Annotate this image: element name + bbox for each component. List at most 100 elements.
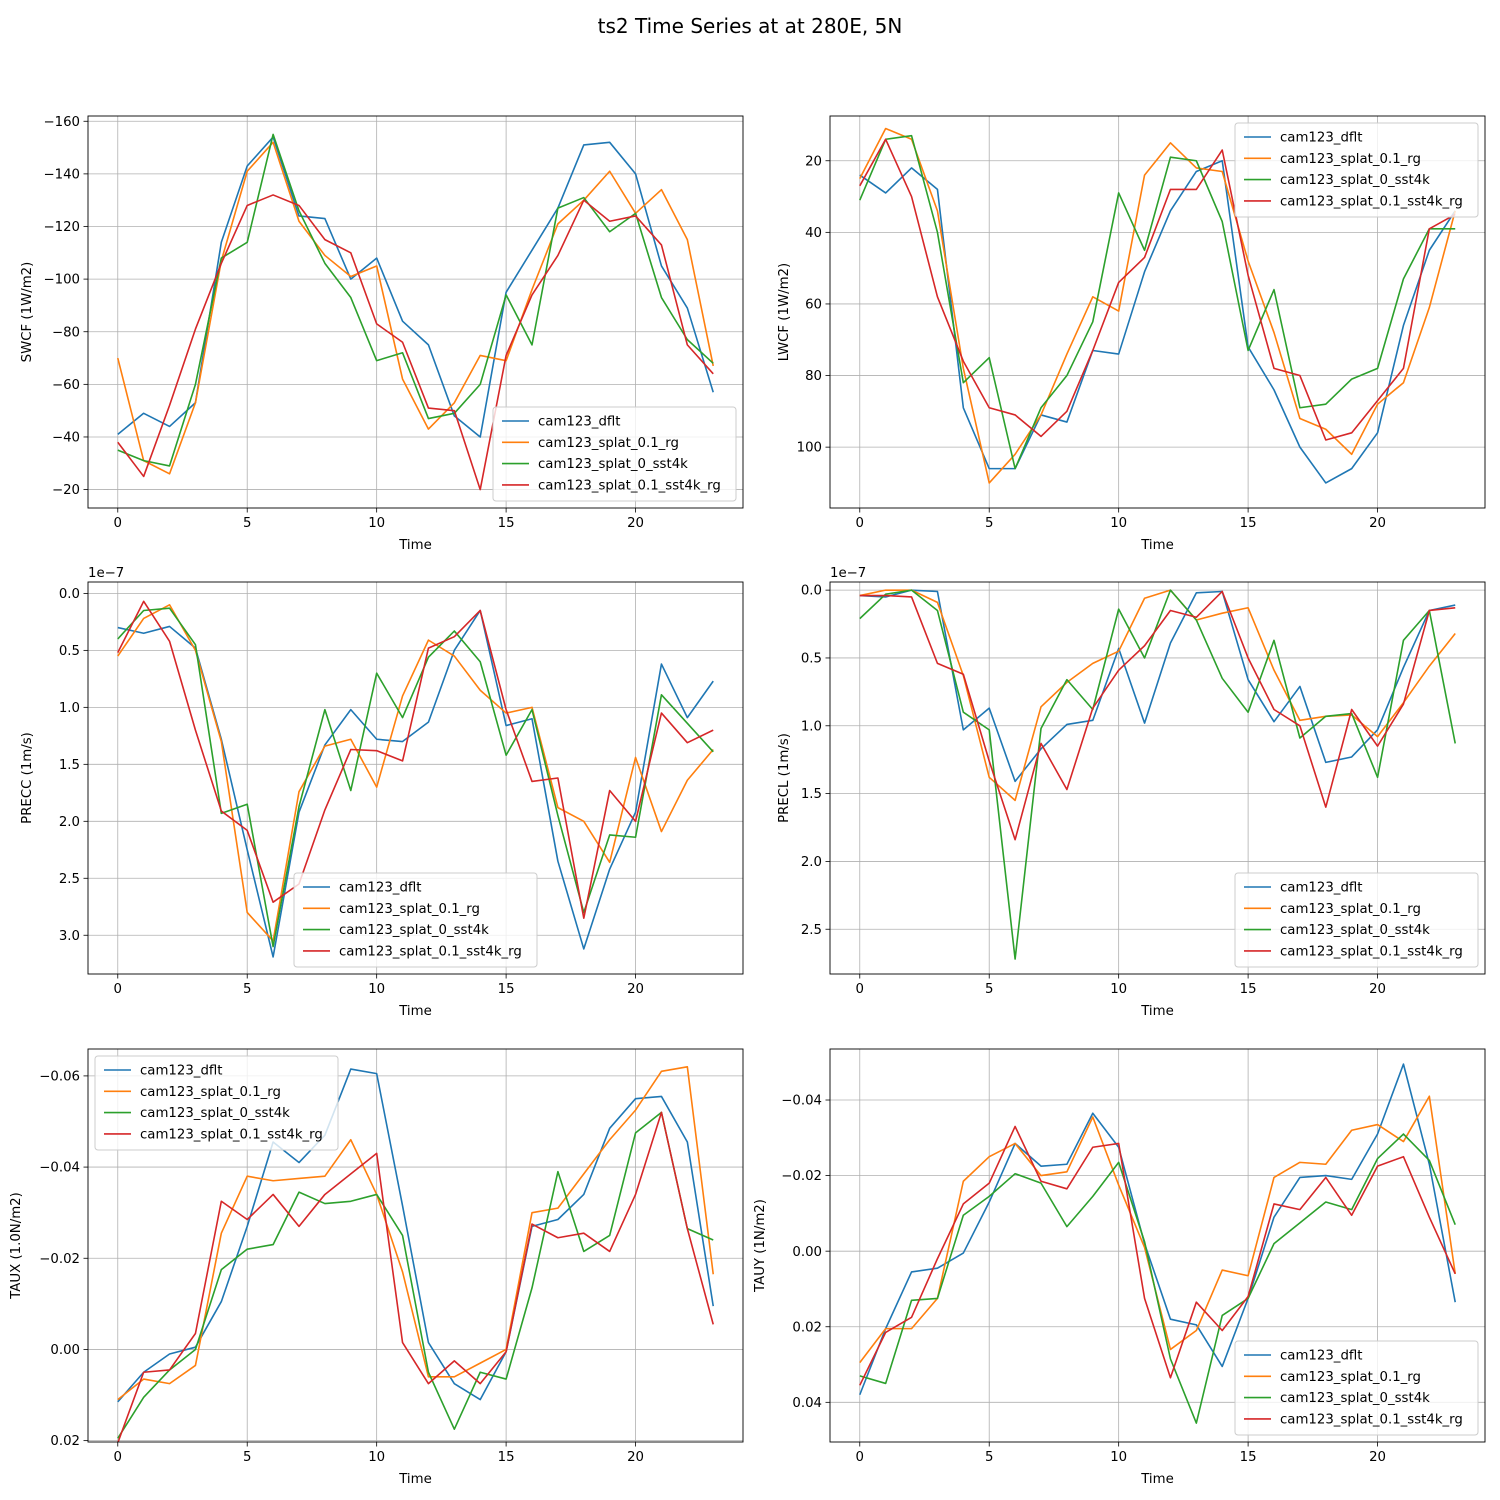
y-tick-label: −160 (43, 115, 80, 130)
series-line-cam123_splat_0.1_sst4k_rg (117, 1111, 715, 1442)
tauy-panel: 0 5 10 15 20 −0.04 −0.02 0.00 0.02 0.04 Time TAUY (… (753, 1048, 1486, 1487)
y-tick-label: −20 (52, 483, 80, 498)
x-tick-label: 20 (627, 516, 644, 531)
legend-label: cam123_dflt (538, 415, 620, 430)
legend: cam123_dflt cam123_splat_0.1_rg cam123_spl… (1234, 1340, 1479, 1436)
series-line-cam123_splat_0.1_rg (116, 141, 715, 475)
x-tick-label: 20 (1369, 516, 1386, 531)
series-line-cam123_dflt (859, 589, 1456, 783)
y-tick-label: 0.02 (792, 1320, 822, 1335)
legend-label: cam123_splat_0.1_rg (1280, 1370, 1421, 1385)
y-tick-label: 60 (805, 298, 822, 313)
x-tick-label: 10 (1110, 982, 1127, 997)
series-line-cam123_splat_0.1_rg (859, 1095, 1457, 1364)
exponent-label: 1e−7 (830, 566, 866, 581)
legend: cam123_dflt cam123_splat_0.1_rg cam123_spl… (1234, 122, 1479, 218)
y-tick-label: 1.0 (59, 701, 80, 716)
legend-box (94, 1055, 339, 1151)
swcf-panel: 0 5 10 15 20 −160 −140 −120 −100 −80 −60 −40 −20 Time… (20, 115, 744, 553)
series-line-cam123_splat_0_sst4k (117, 1111, 714, 1439)
series-line-cam123_splat_0.1_rg (117, 1065, 715, 1401)
y-tick-label: −100 (43, 273, 80, 288)
legend-label: cam123_dflt (1280, 881, 1362, 896)
y-tick-label: −0.04 (781, 1094, 822, 1109)
x-axis-label: Time (398, 538, 432, 553)
figure-title: ts2 Time Series at at 280E, 5N (597, 14, 903, 38)
y-tick-label: 0.00 (792, 1245, 822, 1260)
x-tick-label: 10 (368, 982, 385, 997)
series-lines (117, 600, 714, 958)
legend-label: cam123_splat_0.1_sst4k_rg (339, 945, 522, 960)
x-axis-label: Time (1140, 538, 1174, 553)
x-tick-label: 5 (985, 516, 993, 531)
y-axis-label: TAUX (1.0N/m2) (9, 1192, 24, 1300)
series-line-cam123_splat_0.1_sst4k_rg (859, 590, 1456, 841)
x-tick-label: 0 (856, 1450, 864, 1465)
axes-frame (829, 115, 1486, 509)
x-tick-label: 15 (1240, 1450, 1257, 1465)
axes-frame (829, 581, 1486, 975)
legend-box (1234, 1340, 1479, 1436)
series-lines (859, 1063, 1457, 1424)
axes-frame (87, 115, 744, 509)
legend-label: cam123_splat_0.1_rg (1280, 902, 1421, 917)
x-tick-label: 10 (368, 516, 385, 531)
y-axis-label: LWCF (1W/m2) (777, 263, 792, 361)
x-tick-label: 0 (856, 982, 864, 997)
series-line-cam123_splat_0.1_rg (859, 127, 1457, 484)
series-line-cam123_splat_0_sst4k (117, 133, 714, 467)
x-axis-label: Time (1140, 1472, 1174, 1487)
legend-label: cam123_dflt (1280, 131, 1362, 146)
x-tick-label: 5 (243, 982, 251, 997)
y-tick-label: 0.00 (50, 1343, 80, 1358)
x-axis-label: Time (398, 1004, 432, 1019)
legend-label: cam123_splat_0_sst4k (1280, 1391, 1430, 1406)
grid (830, 116, 1485, 508)
legend-label: cam123_splat_0_sst4k (1280, 923, 1430, 938)
legend-label: cam123_splat_0.1_sst4k_rg (1280, 1413, 1463, 1428)
y-tick-label: 0.5 (801, 652, 822, 667)
y-tick-label: 0.02 (50, 1434, 80, 1449)
x-tick-label: 5 (985, 1450, 993, 1465)
y-tick-label: −0.04 (39, 1161, 80, 1176)
x-tick-label: 0 (114, 516, 122, 531)
x-tick-label: 20 (1369, 1450, 1386, 1465)
y-tick-label: 80 (805, 369, 822, 384)
x-tick-label: 0 (856, 516, 864, 531)
series-line-cam123_dflt (859, 1063, 1457, 1396)
y-tick-label: −0.06 (39, 1069, 80, 1084)
x-tick-label: 10 (1110, 516, 1127, 531)
y-tick-label: −0.02 (39, 1252, 80, 1267)
y-tick-label: 40 (805, 226, 822, 241)
grid (830, 582, 1485, 974)
taux-panel: 0 5 10 15 20 −0.06 −0.04 −0.02 0.00 0.02 Time TAUX … (9, 1048, 744, 1487)
legend-label: cam123_dflt (339, 881, 421, 896)
legend-label: cam123_splat_0_sst4k (339, 923, 489, 938)
x-tick-label: 0 (114, 1450, 122, 1465)
series-line-cam123_splat_0.1_sst4k_rg (117, 600, 714, 919)
y-tick-label: 1.5 (59, 758, 80, 773)
x-tick-label: 15 (1240, 982, 1257, 997)
series-line-cam123_splat_0.1_sst4k_rg (859, 138, 1456, 441)
series-line-cam123_splat_0.1_rg (117, 603, 714, 942)
series-line-cam123_splat_0_sst4k (859, 134, 1456, 470)
y-tick-label: 2.0 (59, 815, 80, 830)
x-tick-label: 15 (498, 1450, 515, 1465)
legend-box (1234, 122, 1479, 218)
legend-label: cam123_splat_0.1_sst4k_rg (1280, 945, 1463, 960)
y-axis-label: PRECL (1m/s) (777, 733, 792, 823)
x-tick-label: 5 (985, 982, 993, 997)
legend-label: cam123_splat_0_sst4k (140, 1106, 290, 1121)
y-tick-label: 2.5 (801, 923, 822, 938)
series-line-cam123_splat_0_sst4k (859, 1133, 1456, 1424)
x-tick-label: 15 (1240, 516, 1257, 531)
y-tick-label: −120 (43, 220, 80, 235)
series-line-cam123_dflt (117, 136, 714, 438)
y-axis-label: PRECC (1m/s) (20, 732, 35, 824)
series-line-cam123_dflt (859, 159, 1456, 484)
axes-frame (87, 1048, 744, 1443)
axes-frame (87, 581, 744, 975)
y-tick-label: 1.5 (801, 787, 822, 802)
x-axis-label: Time (1140, 1004, 1174, 1019)
